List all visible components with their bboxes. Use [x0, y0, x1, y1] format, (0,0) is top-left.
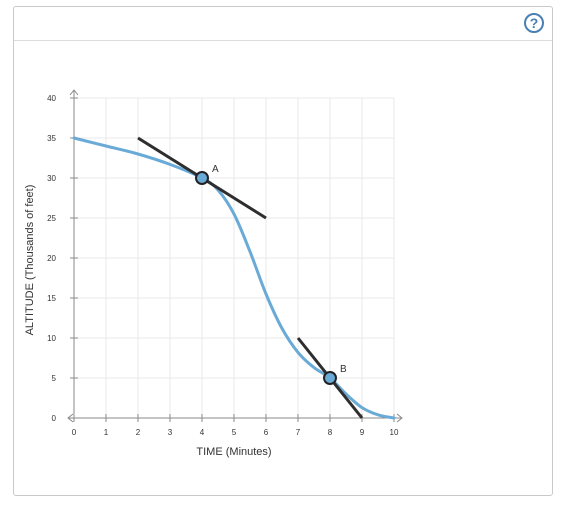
x-tick-label: 6 — [264, 428, 269, 437]
y-tick-label: 30 — [47, 174, 56, 183]
x-tick-label: 4 — [200, 428, 205, 437]
x-axis-arrow-right — [396, 413, 403, 423]
y-tick-label: 25 — [47, 214, 56, 223]
x-axis-arrow-left — [67, 413, 74, 423]
y-tick-label: 40 — [47, 94, 56, 103]
y-tick-label: 10 — [47, 334, 56, 343]
points: AB — [195, 164, 347, 385]
x-tick-label: 9 — [360, 428, 365, 437]
point-a[interactable] — [195, 171, 209, 185]
altitude-curve — [72, 136, 396, 420]
axes — [67, 89, 403, 423]
x-tick-label: 8 — [328, 428, 333, 437]
grid-lines — [74, 97, 395, 418]
x-tick-label: 2 — [136, 428, 141, 437]
help-button[interactable]: ? — [524, 13, 544, 33]
x-axis-label: TIME (Minutes) — [196, 446, 271, 458]
y-axis-label: ALTITUDE (Thousands of feet) — [24, 185, 36, 336]
y-tick-label: 35 — [47, 134, 56, 143]
y-tick-label: 5 — [52, 374, 57, 383]
x-tick-label: 10 — [390, 428, 399, 437]
x-tick-label: 3 — [168, 428, 173, 437]
y-tick-label: 20 — [47, 254, 56, 263]
tick-labels: 0 1 2 3 4 5 6 7 8 9 10 0 5 10 15 20 25 30 35 40 — [47, 94, 399, 437]
panel-toolbar: ? — [14, 7, 552, 41]
x-tick-label: 7 — [296, 428, 301, 437]
y-axis-arrow-up — [69, 89, 79, 96]
point-b[interactable] — [323, 371, 337, 385]
point-label-b: B — [340, 364, 347, 375]
point-label-a: A — [212, 164, 219, 175]
x-tick-label: 0 — [72, 428, 77, 437]
x-tick-label: 5 — [232, 428, 237, 437]
x-tick-label: 1 — [104, 428, 109, 437]
y-tick-label: 15 — [47, 294, 56, 303]
question-panel: ? — [13, 6, 553, 496]
y-tick-label: 0 — [52, 414, 57, 423]
